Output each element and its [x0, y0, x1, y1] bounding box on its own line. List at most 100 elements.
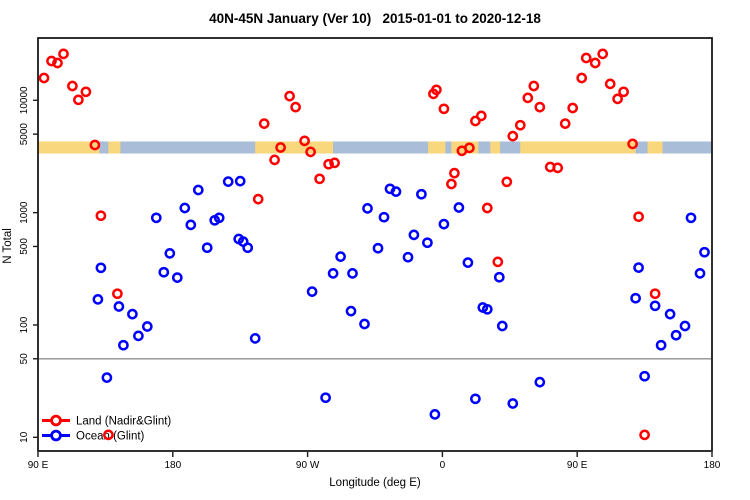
x-tick-label: 90 E [567, 460, 588, 471]
data-point-ocean [92, 294, 104, 305]
data-point-ocean [633, 262, 644, 273]
data-point-land [52, 57, 63, 69]
data-point-land [552, 162, 564, 174]
data-point-land [612, 93, 623, 105]
data-point-land [522, 92, 534, 104]
data-point-land [58, 48, 69, 60]
data-point-land [80, 86, 92, 98]
data-point-ocean [694, 268, 706, 279]
data-point-ocean [470, 393, 481, 405]
data-point-ocean [670, 329, 682, 341]
band-land-segment [38, 141, 100, 154]
legend-symbol-circle [50, 429, 62, 442]
data-point-land [580, 52, 592, 64]
data-point-ocean [372, 242, 384, 254]
data-point-ocean [179, 202, 191, 214]
data-point-land [112, 288, 123, 300]
data-point-ocean [408, 229, 420, 241]
data-point-land [597, 48, 609, 60]
data-point-ocean [453, 202, 465, 213]
data-point-land [284, 90, 295, 102]
legend-symbol-circle [50, 414, 62, 427]
data-point-land [618, 86, 629, 98]
data-point-ocean [95, 262, 107, 274]
data-point-ocean [679, 320, 691, 332]
data-point-ocean [185, 219, 197, 231]
data-point-land [470, 115, 481, 127]
data-point-ocean [402, 251, 414, 263]
y-tick-label: 500 [19, 238, 30, 255]
data-point-ocean [234, 175, 246, 187]
data-point-land [559, 118, 571, 129]
data-point-land [475, 110, 487, 122]
data-point-ocean [164, 248, 176, 259]
data-point-ocean [113, 301, 125, 312]
data-point-land [73, 94, 84, 106]
band-land-segment [255, 141, 334, 154]
data-point-ocean [496, 320, 508, 332]
data-point-ocean [158, 266, 170, 278]
data-point-land [514, 119, 526, 131]
data-point-ocean [242, 242, 254, 254]
data-point-land [329, 157, 340, 169]
x-tick-label: 180 [164, 460, 181, 471]
data-point-ocean [438, 218, 450, 230]
y-tick-label: 5000 [19, 123, 30, 146]
data-point-land [314, 173, 325, 185]
data-point-ocean [201, 242, 213, 254]
data-point-land [290, 101, 301, 113]
data-point-land [258, 118, 270, 129]
data-point-ocean [481, 303, 493, 315]
data-point-land [89, 139, 101, 151]
data-point-ocean [639, 370, 650, 382]
data-point-land [528, 80, 540, 92]
y-tick-label: 10 [19, 431, 30, 443]
data-point-ocean [664, 308, 676, 320]
data-point-ocean [345, 305, 357, 317]
data-point-land [633, 211, 644, 223]
data-point-ocean [362, 203, 373, 214]
data-point-ocean [306, 286, 318, 297]
legend-label: Land (Nadir&Glint) [76, 416, 171, 428]
data-point-land [649, 288, 661, 300]
data-point-land [305, 146, 316, 158]
data-point-ocean [249, 333, 261, 344]
data-point-ocean [359, 318, 370, 330]
x-tick-label: 0 [440, 460, 446, 471]
data-point-ocean [507, 398, 519, 409]
data-point-land [567, 102, 579, 114]
y-tick-label: 1000 [19, 201, 30, 224]
y-tick-label: 50 [19, 353, 30, 365]
data-point-ocean [699, 246, 710, 258]
data-point-land [639, 429, 650, 441]
data-point-land [95, 210, 107, 222]
data-point-land [627, 138, 638, 150]
data-point-land [589, 57, 601, 69]
x-tick-label: 180 [704, 460, 721, 471]
data-point-ocean [141, 321, 153, 332]
data-point-ocean [150, 212, 162, 224]
data-point-land [269, 154, 280, 166]
data-point-ocean [171, 272, 183, 283]
x-tick-label: 90 W [296, 460, 320, 471]
data-point-ocean [649, 300, 661, 312]
x-tick-label: 90 E [28, 460, 49, 471]
data-point-ocean [416, 188, 427, 200]
data-point-land [576, 72, 588, 84]
data-point-land [481, 202, 493, 214]
band-land-segment [490, 141, 501, 154]
data-point-ocean [378, 211, 390, 223]
data-point-ocean [133, 330, 144, 342]
data-point-land [46, 55, 57, 67]
plot-box [37, 37, 713, 452]
band-land-segment [428, 141, 446, 154]
data-point-land [431, 84, 442, 96]
chart-title: 40N-45N January (Ver 10) 2015-01-01 to 2… [209, 11, 541, 26]
data-point-ocean [213, 212, 225, 224]
data-point-ocean [327, 268, 339, 279]
data-point-ocean [192, 184, 204, 196]
band-land-segment [647, 141, 663, 154]
data-point-land [438, 103, 450, 115]
data-point-ocean [335, 251, 346, 262]
